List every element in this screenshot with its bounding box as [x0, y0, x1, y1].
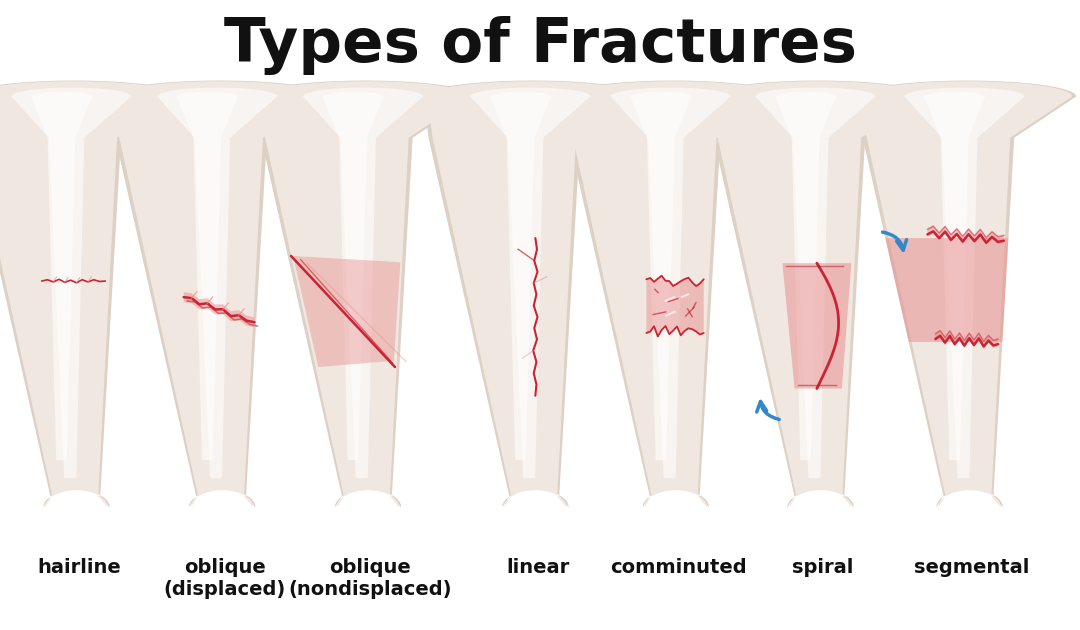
Text: comminuted: comminuted	[610, 558, 746, 576]
Text: hairline: hairline	[37, 558, 121, 576]
Polygon shape	[886, 238, 1009, 342]
Polygon shape	[568, 81, 779, 507]
Polygon shape	[293, 256, 401, 367]
Polygon shape	[0, 81, 184, 507]
Polygon shape	[862, 81, 1072, 507]
Polygon shape	[323, 92, 383, 461]
Polygon shape	[924, 92, 985, 461]
Text: oblique
(nondisplaced): oblique (nondisplaced)	[288, 558, 453, 598]
Polygon shape	[184, 292, 255, 328]
Polygon shape	[256, 81, 475, 507]
Polygon shape	[646, 276, 704, 336]
Polygon shape	[858, 81, 1077, 507]
Polygon shape	[935, 329, 998, 349]
Polygon shape	[423, 81, 643, 507]
Polygon shape	[610, 88, 731, 478]
Polygon shape	[708, 81, 928, 507]
Text: segmental: segmental	[915, 558, 1029, 576]
Text: linear: linear	[507, 558, 569, 576]
Polygon shape	[755, 88, 876, 478]
Polygon shape	[775, 92, 836, 461]
Polygon shape	[713, 81, 923, 507]
Polygon shape	[564, 81, 783, 507]
Polygon shape	[11, 88, 132, 478]
Polygon shape	[904, 88, 1025, 478]
Polygon shape	[114, 81, 325, 507]
Polygon shape	[110, 81, 329, 507]
Text: oblique
(displaced): oblique (displaced)	[163, 558, 286, 598]
Polygon shape	[260, 81, 471, 507]
Polygon shape	[177, 92, 238, 461]
Text: spiral: spiral	[793, 558, 853, 576]
Polygon shape	[0, 81, 179, 507]
Polygon shape	[157, 88, 278, 478]
Polygon shape	[470, 88, 591, 478]
Polygon shape	[928, 225, 1003, 245]
Polygon shape	[631, 92, 691, 461]
Text: Types of Fractures: Types of Fractures	[224, 16, 856, 75]
Polygon shape	[782, 263, 851, 389]
Polygon shape	[31, 92, 92, 461]
Polygon shape	[428, 81, 638, 507]
Polygon shape	[490, 92, 551, 461]
Polygon shape	[302, 88, 423, 478]
